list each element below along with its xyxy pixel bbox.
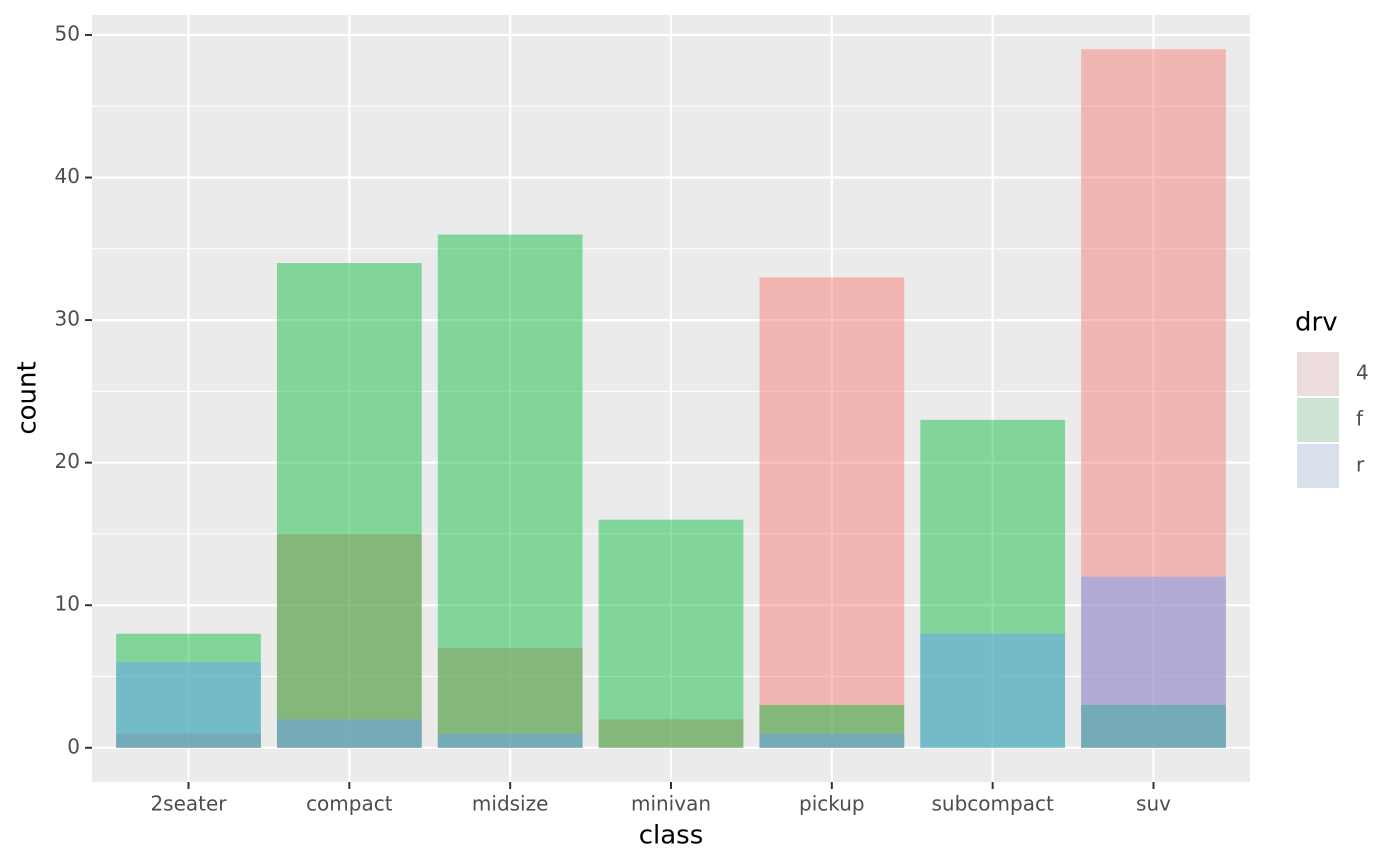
bar <box>276 533 422 748</box>
bar <box>437 733 583 748</box>
bar <box>1081 576 1226 748</box>
bar <box>116 633 261 748</box>
x-tick-label: subcompact <box>932 792 1054 816</box>
y-tick-label: 40 <box>55 164 80 188</box>
bar <box>1081 705 1226 748</box>
bar <box>437 234 583 748</box>
bar <box>598 519 744 748</box>
bar <box>116 662 261 748</box>
bar <box>437 647 583 748</box>
bar <box>759 277 905 748</box>
y-tick-label: 30 <box>55 307 80 331</box>
legend-label: f <box>1356 407 1364 431</box>
bar <box>1081 49 1226 748</box>
bar <box>920 419 1066 748</box>
x-axis-title: class <box>639 821 704 851</box>
y-tick-label: 0 <box>67 734 80 758</box>
x-tick-label: midsize <box>472 792 549 816</box>
x-tick-label: 2seater <box>150 792 227 816</box>
legend-label: 4 <box>1356 361 1369 385</box>
y-axis-title: count <box>13 361 43 434</box>
x-tick-label: pickup <box>799 792 865 816</box>
legend-key <box>1297 444 1339 488</box>
legend-key-bg <box>1295 442 1341 490</box>
bar <box>276 263 422 748</box>
legend-title: drv <box>1295 308 1338 338</box>
legend-label: r <box>1356 453 1365 477</box>
bar <box>598 719 744 748</box>
y-tick-label: 20 <box>55 449 80 473</box>
bar <box>116 733 261 748</box>
y-tick-label: 50 <box>55 21 80 45</box>
legend-key <box>1297 398 1339 442</box>
y-tick-label: 10 <box>55 592 80 616</box>
legend-key <box>1297 352 1339 396</box>
x-tick-label: suv <box>1136 792 1171 816</box>
bar <box>920 633 1066 748</box>
x-tick-label: minivan <box>631 792 711 816</box>
bar <box>759 705 905 748</box>
x-tick-label: compact <box>306 792 393 816</box>
bar <box>276 719 422 748</box>
bar <box>759 733 905 748</box>
